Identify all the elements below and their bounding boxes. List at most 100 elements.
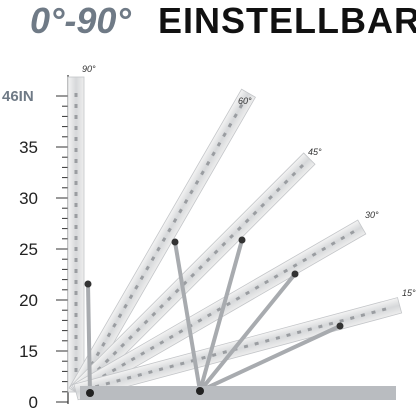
rail-hole [112, 322, 117, 328]
rail-hole [116, 378, 121, 383]
rail-hole [74, 214, 78, 218]
rail [67, 76, 85, 393]
ruler-label: 35 [19, 138, 38, 157]
strut-knob [171, 238, 179, 246]
rail-hole [179, 361, 185, 366]
strut-knob [291, 270, 299, 278]
rail-hole [254, 341, 259, 346]
rail-hole [252, 210, 258, 216]
rail-hole [148, 370, 153, 375]
rail-hole [104, 358, 110, 364]
rail-hole [174, 288, 180, 294]
rail-hole [168, 334, 174, 340]
rail-hole [74, 346, 78, 350]
angle-label: 15° [402, 288, 416, 298]
rail-hole [149, 345, 155, 351]
rail-hole [156, 246, 161, 252]
rail-hole [339, 318, 344, 323]
pivot [86, 389, 94, 397]
strut [198, 272, 297, 393]
rail-hole [74, 324, 78, 328]
rail-hole [74, 247, 78, 251]
rail-hole [371, 310, 376, 315]
rail-hole [244, 290, 250, 296]
rail-hole [235, 296, 241, 301]
angle-label: 90° [82, 64, 96, 74]
rails [67, 76, 403, 401]
rail-hole [74, 203, 78, 207]
rail-hole [311, 252, 317, 257]
rail-hole [225, 301, 231, 307]
rail-hole [120, 342, 126, 348]
rail-hole [205, 257, 211, 263]
rail-hole [112, 350, 118, 356]
rail-hole [74, 236, 78, 240]
rail-hole [227, 122, 233, 128]
rail-hole [74, 280, 78, 284]
rail-hole [150, 256, 156, 262]
rail-hole [233, 113, 238, 119]
rail-hole [200, 170, 205, 176]
rail-hole [260, 202, 266, 208]
rail-hole [291, 171, 297, 177]
rail-hole [105, 381, 111, 386]
rail-hole [273, 274, 279, 279]
rail-hole [95, 351, 101, 357]
rail-hole [74, 225, 78, 229]
angle-label: 45° [308, 147, 322, 157]
rail-hole [169, 364, 174, 369]
rail-hole [283, 268, 289, 274]
rail-hole [117, 313, 123, 319]
rail-hole [151, 311, 157, 317]
rail-hole [201, 355, 206, 360]
rail-hole [74, 192, 78, 196]
rail-hole [74, 104, 78, 108]
rail-body [67, 76, 85, 393]
rail-hole [167, 227, 172, 233]
rail-hole [143, 319, 149, 325]
angle-label: 60° [238, 96, 252, 106]
ruler-label: 25 [19, 240, 38, 259]
rail-hole [74, 137, 78, 141]
pivot [196, 387, 204, 395]
rail-hole [328, 321, 334, 326]
rail-hole [264, 279, 270, 285]
rail-hole [159, 340, 165, 345]
rail-body [73, 297, 403, 401]
rail-hole [264, 338, 270, 343]
ruler-label: 30 [19, 189, 38, 208]
rail-hole [128, 294, 134, 300]
title: EINSTELLBAR [158, 0, 416, 41]
ruler-label: 0 [29, 393, 38, 410]
rail-hole [267, 195, 273, 201]
rail-hole [74, 170, 78, 174]
strut-knob [238, 236, 246, 244]
rail-hole [318, 324, 323, 329]
rail-hole [243, 344, 249, 349]
rail-hole [74, 181, 78, 185]
rail-hole [74, 335, 78, 339]
rail-hole [158, 367, 164, 372]
rail-hole [74, 93, 78, 97]
rail-hole [349, 230, 355, 235]
rail-hole [74, 115, 78, 119]
rail-hole [216, 307, 222, 312]
strut [173, 241, 202, 392]
rail-hole [178, 208, 183, 214]
rail-hole [222, 132, 227, 138]
rail-hole [211, 353, 217, 357]
rail-hole [330, 241, 336, 246]
rail-hole [74, 126, 78, 130]
rail-hole [161, 237, 167, 243]
rail-hole [275, 187, 281, 193]
ruler [56, 75, 69, 404]
rail-hole [145, 265, 150, 271]
rail-hole [135, 327, 141, 333]
strut [199, 324, 341, 393]
rail-hole [283, 179, 289, 185]
rail-hole [130, 356, 136, 362]
rail-hole [134, 284, 139, 290]
rail-hole [221, 241, 227, 247]
rail-hole [74, 258, 78, 262]
rail-hole [139, 275, 145, 281]
